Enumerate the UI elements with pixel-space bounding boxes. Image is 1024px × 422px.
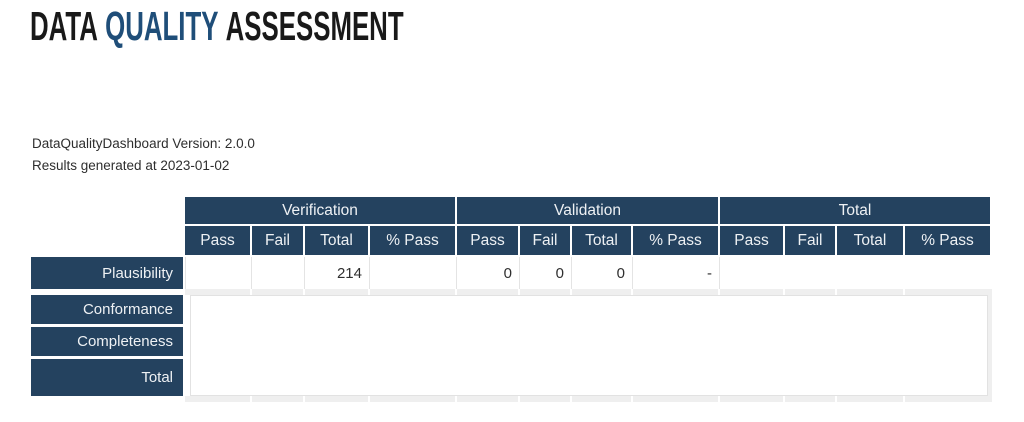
- column-header-fail: Fail: [520, 226, 572, 257]
- skeleton-strip-cell: [457, 289, 520, 295]
- title-word-data: DATA: [30, 3, 98, 49]
- plausibility-validation-total[interactable]: 0: [572, 257, 633, 289]
- column-header-pass: Pass: [185, 226, 252, 257]
- column-header-total: Total: [305, 226, 370, 257]
- plausibility-validation-fail[interactable]: 0: [520, 257, 572, 289]
- skeleton-strip-cell: [785, 289, 837, 295]
- skeleton-strip-cell: [370, 396, 457, 402]
- plausibility-total-pct-pass[interactable]: [905, 257, 992, 289]
- column-header-pass: Pass: [457, 226, 520, 257]
- column-header-pct-pass: % Pass: [905, 226, 992, 257]
- skeleton-strip-cell: [457, 396, 520, 402]
- title-word-quality: QUALITY: [105, 3, 219, 49]
- skeleton-strip-cell: [370, 289, 457, 295]
- skeleton-strip-cell: [305, 289, 370, 295]
- skeleton-strip-cell: [720, 289, 785, 295]
- column-header-fail: Fail: [252, 226, 305, 257]
- column-header-fail: Fail: [785, 226, 837, 257]
- skeleton-strip-cell: [905, 396, 992, 402]
- column-group-validation: Validation: [457, 197, 720, 226]
- row-label-plausibility: Plausibility: [31, 257, 185, 289]
- skeleton-strip-cell: [520, 289, 572, 295]
- skeleton-strip-cell: [837, 289, 905, 295]
- title-word-assessment: ASSESSMENT: [225, 3, 404, 49]
- column-header-pct-pass: % Pass: [370, 226, 457, 257]
- plausibility-verification-pass[interactable]: [185, 257, 252, 289]
- row-label-total: Total: [31, 359, 185, 396]
- meta-info: DataQualityDashboard Version: 2.0.0 Resu…: [32, 133, 255, 176]
- skeleton-strip-cell: [785, 396, 837, 402]
- generated-text: Results generated at 2023-01-02: [32, 157, 230, 173]
- skeleton-strip-cell: [572, 289, 633, 295]
- column-header-pass: Pass: [720, 226, 785, 257]
- column-group-total: Total: [720, 197, 992, 226]
- page-title: DATA QUALITY ASSESSMENT: [30, 6, 404, 47]
- skeleton-strip-cell: [305, 396, 370, 402]
- skeleton-strip-cell: [252, 289, 305, 295]
- skeleton-strip-cell: [633, 396, 720, 402]
- skeleton-strip-cell: [905, 289, 992, 295]
- plausibility-validation-pass[interactable]: 0: [457, 257, 520, 289]
- empty-rows-area: [190, 295, 988, 396]
- plausibility-verification-pct-pass[interactable]: [370, 257, 457, 289]
- plausibility-total-fail[interactable]: [785, 257, 837, 289]
- plausibility-validation-pct-pass[interactable]: -: [633, 257, 720, 289]
- plausibility-total-total[interactable]: [837, 257, 905, 289]
- column-header-total: Total: [837, 226, 905, 257]
- plausibility-verification-fail[interactable]: [252, 257, 305, 289]
- skeleton-strip-cell: [252, 396, 305, 402]
- plausibility-total-pass[interactable]: [720, 257, 785, 289]
- plausibility-verification-total[interactable]: 214: [305, 257, 370, 289]
- skeleton-strip-cell: [572, 396, 633, 402]
- skeleton-strip-cell: [185, 396, 252, 402]
- skeleton-strip-cell: [837, 396, 905, 402]
- column-header-total: Total: [572, 226, 633, 257]
- skeleton-strip-cell: [520, 396, 572, 402]
- skeleton-edge: [987, 295, 992, 396]
- row-label-completeness: Completeness: [31, 327, 185, 356]
- skeleton-strip-cell: [185, 289, 252, 295]
- overview-table: Verification Validation Total Pass Fail …: [31, 197, 992, 402]
- skeleton-strip-cell: [633, 289, 720, 295]
- column-header-pct-pass: % Pass: [633, 226, 720, 257]
- row-label-conformance: Conformance: [31, 295, 185, 324]
- column-group-verification: Verification: [185, 197, 457, 226]
- version-text: DataQualityDashboard Version: 2.0.0: [32, 136, 255, 151]
- skeleton-strip-cell: [720, 396, 785, 402]
